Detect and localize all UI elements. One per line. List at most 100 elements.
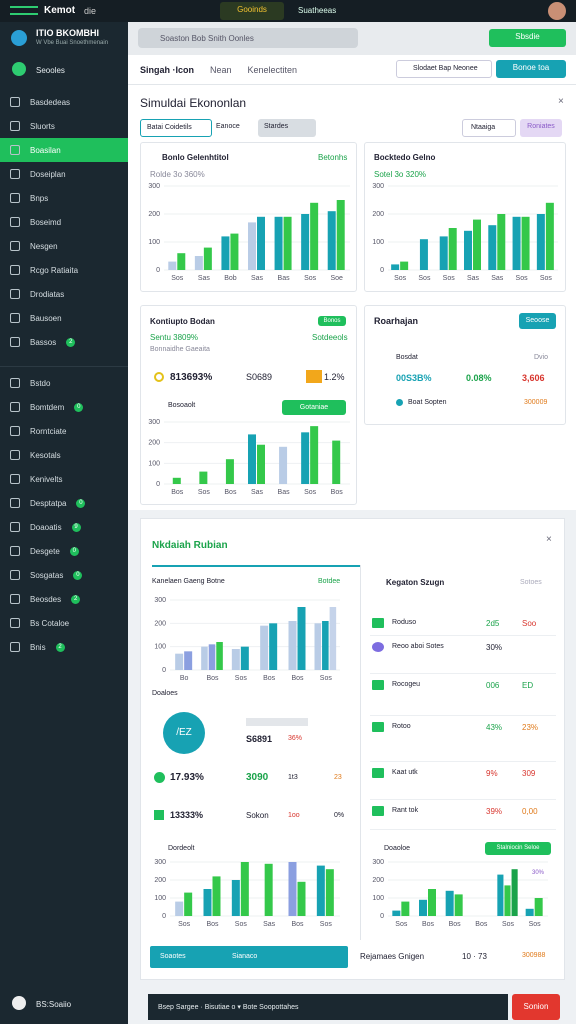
- nav-item[interactable]: Bnps: [0, 186, 128, 210]
- row-value: Sokon: [246, 811, 269, 820]
- bar: [536, 214, 545, 270]
- nav-item[interactable]: Sosgatas 0: [0, 563, 128, 587]
- x-tick-label: Sos: [235, 675, 248, 682]
- user-icon: [12, 996, 26, 1010]
- nav-icon: [10, 337, 20, 347]
- card-button[interactable]: Seoose: [519, 313, 556, 329]
- subtab[interactable]: Eanoce: [216, 123, 240, 130]
- bar: [310, 202, 319, 270]
- nav-item[interactable]: Kenivelts: [0, 467, 128, 491]
- nav-item[interactable]: Bassos 2: [0, 330, 128, 354]
- nav-item[interactable]: Rorntciate: [0, 419, 128, 443]
- tab[interactable]: Suatheeas: [298, 6, 337, 15]
- nav-item[interactable]: Beosdes 2: [0, 587, 128, 611]
- row-value: 3090: [246, 772, 269, 783]
- y-tick-label: 300: [372, 859, 384, 866]
- bar: [175, 653, 184, 670]
- chart-tag: 30%: [532, 870, 545, 876]
- nav-item[interactable]: Bausoen: [0, 306, 128, 330]
- chart-button[interactable]: Gotaniae: [282, 400, 346, 415]
- bar: [288, 621, 297, 670]
- y-tick-label: 0: [162, 913, 166, 920]
- chart-button[interactable]: Stalniocin Seloe: [485, 842, 551, 855]
- nav-item[interactable]: Kesotals: [0, 443, 128, 467]
- bar: [240, 862, 249, 916]
- nav-icon: [10, 498, 20, 508]
- nav-label: Kenivelts: [30, 474, 63, 484]
- x-tick-label: Soe: [330, 275, 343, 282]
- x-tick-label: Bos: [291, 675, 304, 682]
- chart-title: Dordeolt: [168, 845, 195, 852]
- bar: [314, 623, 322, 670]
- row-value: 00S3B%: [396, 373, 432, 383]
- row-label: Rotoo: [392, 723, 411, 730]
- card-title: Roarhajan: [374, 316, 419, 326]
- bar: [248, 222, 256, 270]
- search[interactable]: Soaston Bob Snith Oonles: [138, 28, 358, 48]
- y-tick-label: 200: [148, 211, 160, 218]
- bar: [464, 230, 472, 270]
- card-title: Bocktedo Gelno: [374, 153, 436, 162]
- nav-label: Sluorts: [30, 121, 55, 131]
- filter-button[interactable]: Bonoe toa: [496, 60, 566, 78]
- tab[interactable]: Singah ·Icon: [140, 65, 194, 75]
- card-subtitle: Sentu 3809%: [150, 333, 199, 342]
- row-value: 0%: [334, 812, 345, 819]
- card-title: Bonlo Gelenhtitol: [162, 153, 229, 162]
- x-tick-label: Bob: [224, 275, 237, 282]
- nav-item[interactable]: Bnis 2: [0, 635, 128, 659]
- nav-item[interactable]: Doseiplan: [0, 162, 128, 186]
- nav-item[interactable]: Desptatpa 0: [0, 491, 128, 515]
- nav-icon: [10, 145, 20, 155]
- nav-item[interactable]: Doaoatis 9: [0, 515, 128, 539]
- tab-active[interactable]: Gooinds: [220, 2, 284, 20]
- nav-item[interactable]: Rcgo Ratiaita: [0, 258, 128, 282]
- command-input[interactable]: Bsep Sargee · Bisutiae o ▾ Bote Soopotta…: [148, 994, 508, 1020]
- chart: 0 100 200 300 Bos Sos Bos Sas Bas Sos Bos: [148, 419, 350, 496]
- x-tick-label: Sos: [443, 275, 456, 282]
- bar: [521, 216, 530, 270]
- command-button[interactable]: Sonion: [512, 994, 560, 1020]
- bar: [301, 214, 310, 270]
- nav-icon: [10, 546, 20, 556]
- divider: [360, 565, 361, 940]
- bar: [203, 889, 212, 916]
- select-button[interactable]: Roniates: [520, 119, 562, 137]
- nav-item[interactable]: Boseimd: [0, 210, 128, 234]
- nav-label: Doaoatis: [30, 522, 62, 532]
- nav-item[interactable]: Desgete 0: [0, 539, 128, 563]
- nav-item[interactable]: Bstdo: [0, 371, 128, 395]
- row-label: Bosdat: [396, 354, 418, 361]
- x-tick-label: Sos: [171, 275, 184, 282]
- row-label: Reoo aboi Sotes: [392, 643, 444, 650]
- nav-item[interactable]: Drodiatas: [0, 282, 128, 306]
- tab[interactable]: Kenelectiten: [247, 65, 298, 75]
- row-value: 1oo: [288, 812, 300, 819]
- strip-label: Rejamaes Gnigen: [360, 952, 425, 961]
- subtab[interactable]: Batai Coidetils: [140, 119, 212, 137]
- nav-item[interactable]: Boasilan: [0, 138, 128, 162]
- subtab[interactable]: Stardes: [258, 119, 316, 137]
- bar: [288, 862, 297, 916]
- chart: 0 100 200 300 Sos Bos Bos Bos Sos Sos: [372, 859, 548, 928]
- nav-item[interactable]: Bs Cotaloe: [0, 611, 128, 635]
- x-tick-label: Bos: [331, 489, 344, 496]
- list-row: Rotoo 43% 23%: [370, 716, 556, 762]
- nav-item[interactable]: Basdedeas: [0, 90, 128, 114]
- bar: [392, 910, 401, 916]
- nav-item[interactable]: Bomtdem 0: [0, 395, 128, 419]
- row-icon: [372, 618, 384, 628]
- filter-input[interactable]: Slodaet Bap Neonee: [396, 60, 492, 78]
- header-button[interactable]: Sbsdie: [489, 29, 566, 47]
- nav-label: Beosdes: [30, 594, 62, 604]
- strip-label: Sianaco: [232, 953, 258, 960]
- select[interactable]: Ntaaiga: [462, 119, 516, 137]
- tab[interactable]: Nean: [210, 65, 232, 75]
- list-row: Rant tok 39% 0,00: [370, 800, 556, 830]
- divider: [152, 565, 360, 567]
- list: Roduso 2d5 Soo Reoo aboi Sotes 30% Rocogeu 006…: [370, 612, 556, 830]
- nav-item[interactable]: Nesgen: [0, 234, 128, 258]
- nav-item[interactable]: Sluorts: [0, 114, 128, 138]
- badge-circle: /EZ: [163, 712, 205, 754]
